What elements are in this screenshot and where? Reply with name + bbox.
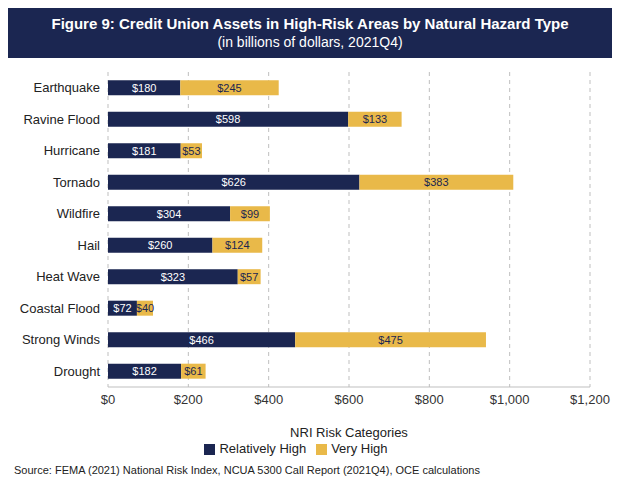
svg-text:$200: $200 [174,392,203,407]
svg-text:Ravine Flood: Ravine Flood [23,112,100,127]
svg-text:$0: $0 [101,392,115,407]
svg-text:Coastal Flood: Coastal Flood [20,301,100,316]
html-text:Source: FEMA (2021) National R: Source: FEMA (2021) National Risk Index,… [14,464,480,476]
html-text:Very High: Very High [331,441,388,456]
svg-text:$53: $53 [182,145,200,157]
svg-text:$180: $180 [132,82,156,94]
svg-text:$400: $400 [254,392,283,407]
svg-text:$72: $72 [113,302,131,314]
svg-text:$304: $304 [157,208,181,220]
svg-text:$99: $99 [241,208,259,220]
svg-text:Hurricane: Hurricane [44,143,100,158]
html-text:(in billions of dollars, 2021Q: (in billions of dollars, 2021Q4) [217,34,403,50]
svg-text:$626: $626 [221,176,245,188]
svg-text:Heat Wave: Heat Wave [36,269,100,284]
svg-text:$182: $182 [132,365,156,377]
svg-text:$57: $57 [240,271,258,283]
svg-text:$61: $61 [184,365,202,377]
svg-text:$600: $600 [335,392,364,407]
svg-text:$245: $245 [217,82,241,94]
svg-text:$598: $598 [216,113,240,125]
svg-text:Tornado: Tornado [53,175,100,190]
svg-text:NRI Risk Categories: NRI Risk Categories [290,425,408,440]
svg-text:$181: $181 [132,145,156,157]
svg-text:$1,000: $1,000 [490,392,530,407]
svg-text:$800: $800 [415,392,444,407]
html-text:Figure 9: Credit Union Assets: Figure 9: Credit Union Assets in High-Ri… [51,15,569,32]
svg-text:$383: $383 [424,176,448,188]
svg-text:Wildfire: Wildfire [57,206,100,221]
svg-text:$1,200: $1,200 [570,392,610,407]
svg-text:Hail: Hail [78,238,101,253]
svg-text:$466: $466 [189,334,213,346]
svg-text:$323: $323 [161,271,185,283]
svg-text:$124: $124 [225,239,249,251]
svg-text:$475: $475 [378,334,402,346]
svg-text:$133: $133 [363,113,387,125]
svg-text:Drought: Drought [54,364,101,379]
html-text:Relatively High: Relatively High [219,441,307,456]
svg-text:Strong Winds: Strong Winds [22,332,101,347]
svg-text:Earthquake: Earthquake [34,80,101,95]
svg-text:$40: $40 [136,302,154,314]
svg-text:$260: $260 [148,239,172,251]
